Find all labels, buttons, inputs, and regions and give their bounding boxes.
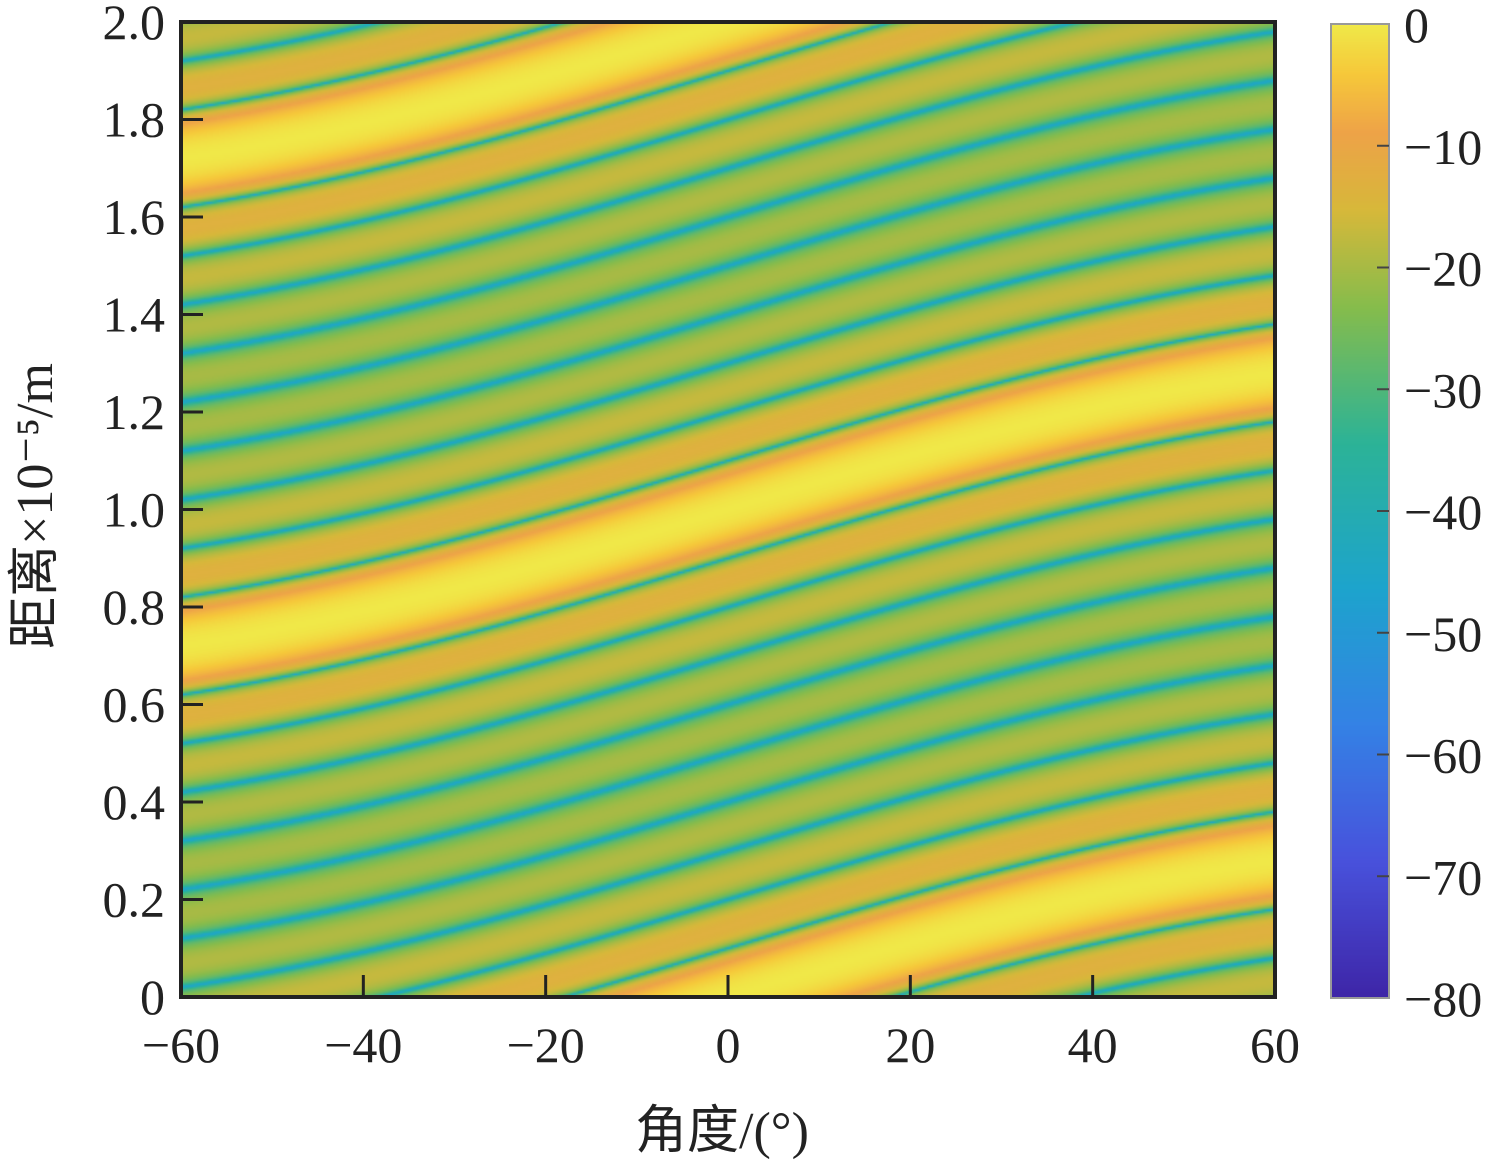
x-tick-label: −60 [142, 1017, 220, 1073]
y-tick-label: 0.8 [103, 579, 166, 635]
colorbar-ticks: 0 −10 −20 −30 −40 −50 −60 −70 −80 [1377, 0, 1482, 1027]
heatmap-image [181, 22, 1275, 997]
y-tick-label: 0.6 [103, 677, 166, 733]
y-axis-title: 距离×10⁻⁵/m [7, 363, 64, 649]
y-tick-label: 0.4 [103, 774, 166, 830]
x-tick-label: 20 [885, 1017, 935, 1073]
y-tick-label: 1.2 [103, 384, 166, 440]
colorbar-tick-label: −30 [1404, 362, 1482, 418]
x-tick-label: 40 [1068, 1017, 1118, 1073]
y-tick-label: 1.8 [103, 92, 166, 148]
colorbar-tick-label: −50 [1404, 606, 1482, 662]
y-tick-label: 1.0 [103, 482, 166, 538]
x-tick-label: 60 [1250, 1017, 1300, 1073]
y-tick-label: 1.6 [103, 189, 166, 245]
x-axis: −60 −40 −20 0 20 40 60 [142, 975, 1300, 1073]
y-tick-label: 0 [140, 969, 165, 1025]
x-tick-label: −40 [324, 1017, 402, 1073]
colorbar-tick-label: −70 [1404, 849, 1482, 905]
colorbar-tick-label: −20 [1404, 241, 1482, 297]
colorbar-tick-label: −10 [1404, 119, 1482, 175]
x-tick-label: 0 [716, 1017, 741, 1073]
y-axis: 0 0.2 0.4 0.6 0.8 1.0 1.2 1.4 1.6 1.8 2.0 [103, 0, 203, 1025]
x-axis-title: 角度/(°) [635, 1103, 809, 1160]
y-tick-label: 2.0 [103, 0, 166, 50]
colorbar-tick-label: −80 [1404, 971, 1482, 1027]
colorbar-tick-label: −60 [1404, 728, 1482, 784]
colorbar-tick-label: 0 [1404, 0, 1429, 53]
x-tick-label: −20 [507, 1017, 585, 1073]
colorbar-tick-label: −40 [1404, 484, 1482, 540]
y-tick-label: 0.2 [103, 872, 166, 928]
y-tick-label: 1.4 [103, 287, 166, 343]
plot-area [179, 20, 1277, 999]
